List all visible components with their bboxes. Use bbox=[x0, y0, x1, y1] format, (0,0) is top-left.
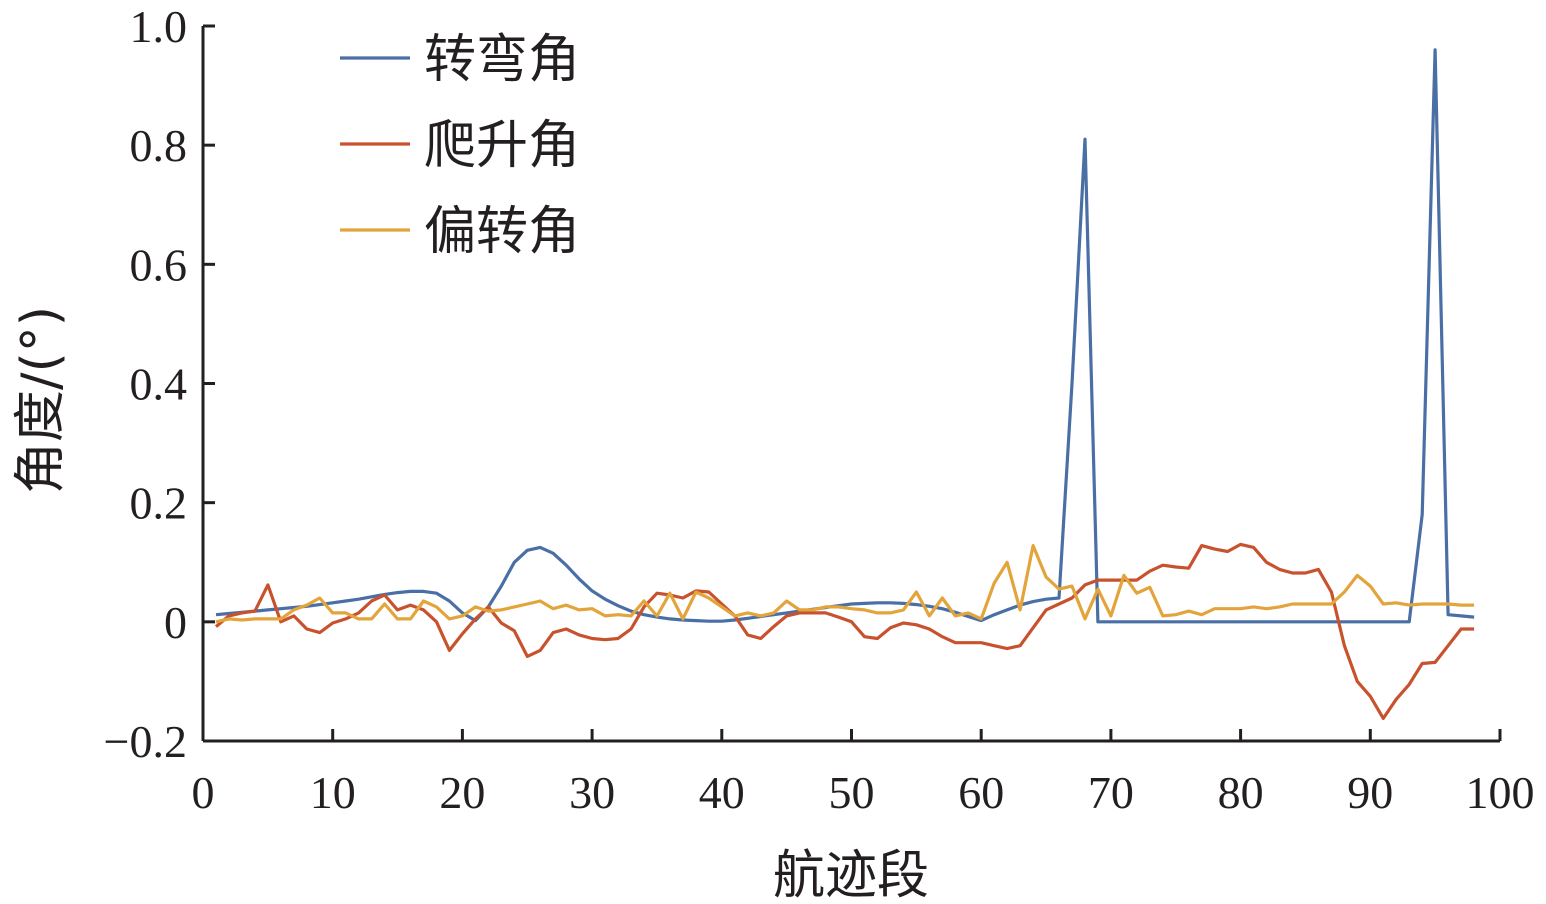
y-tick-label: 0 bbox=[164, 597, 187, 648]
x-tick-label: 100 bbox=[1466, 767, 1535, 818]
series-lines bbox=[214, 48, 1475, 721]
x-tick-label: 90 bbox=[1347, 767, 1393, 818]
y-tick-label: 0.8 bbox=[130, 120, 188, 171]
y-axis-title: 角度/(°) bbox=[11, 306, 71, 494]
x-tick-label: 0 bbox=[192, 767, 215, 818]
legend-label: 转弯角 bbox=[424, 30, 580, 90]
y-tick-label: 1.0 bbox=[130, 1, 188, 52]
legend-label: 偏转角 bbox=[424, 202, 580, 262]
x-axis-title: 航迹段 bbox=[773, 846, 929, 904]
series-line-1 bbox=[215, 48, 1475, 624]
x-tick-label: 70 bbox=[1088, 767, 1134, 818]
y-tick-label: 0.4 bbox=[130, 359, 188, 410]
chart-axes bbox=[201, 26, 1500, 743]
series-line-3 bbox=[215, 543, 1475, 624]
x-tick-label: 40 bbox=[699, 767, 745, 818]
x-tick-label: 10 bbox=[310, 767, 356, 818]
x-tick-label: 20 bbox=[439, 767, 485, 818]
axis-ticks: 0 10 20 30 40 50 60 70 80 90 100−0.200.20.40.60.81… bbox=[104, 1, 1535, 818]
legend-label: 爬升角 bbox=[424, 116, 580, 176]
y-tick-label: 0.6 bbox=[130, 239, 188, 290]
x-tick-label: 60 bbox=[958, 767, 1004, 818]
x-tick-label: 80 bbox=[1218, 767, 1264, 818]
y-tick-label: 0.2 bbox=[130, 478, 188, 529]
y-tick-label: −0.2 bbox=[104, 716, 187, 767]
x-tick-label: 50 bbox=[829, 767, 875, 818]
x-tick-label: 30 bbox=[569, 767, 615, 818]
series-line-2 bbox=[214, 542, 1475, 721]
